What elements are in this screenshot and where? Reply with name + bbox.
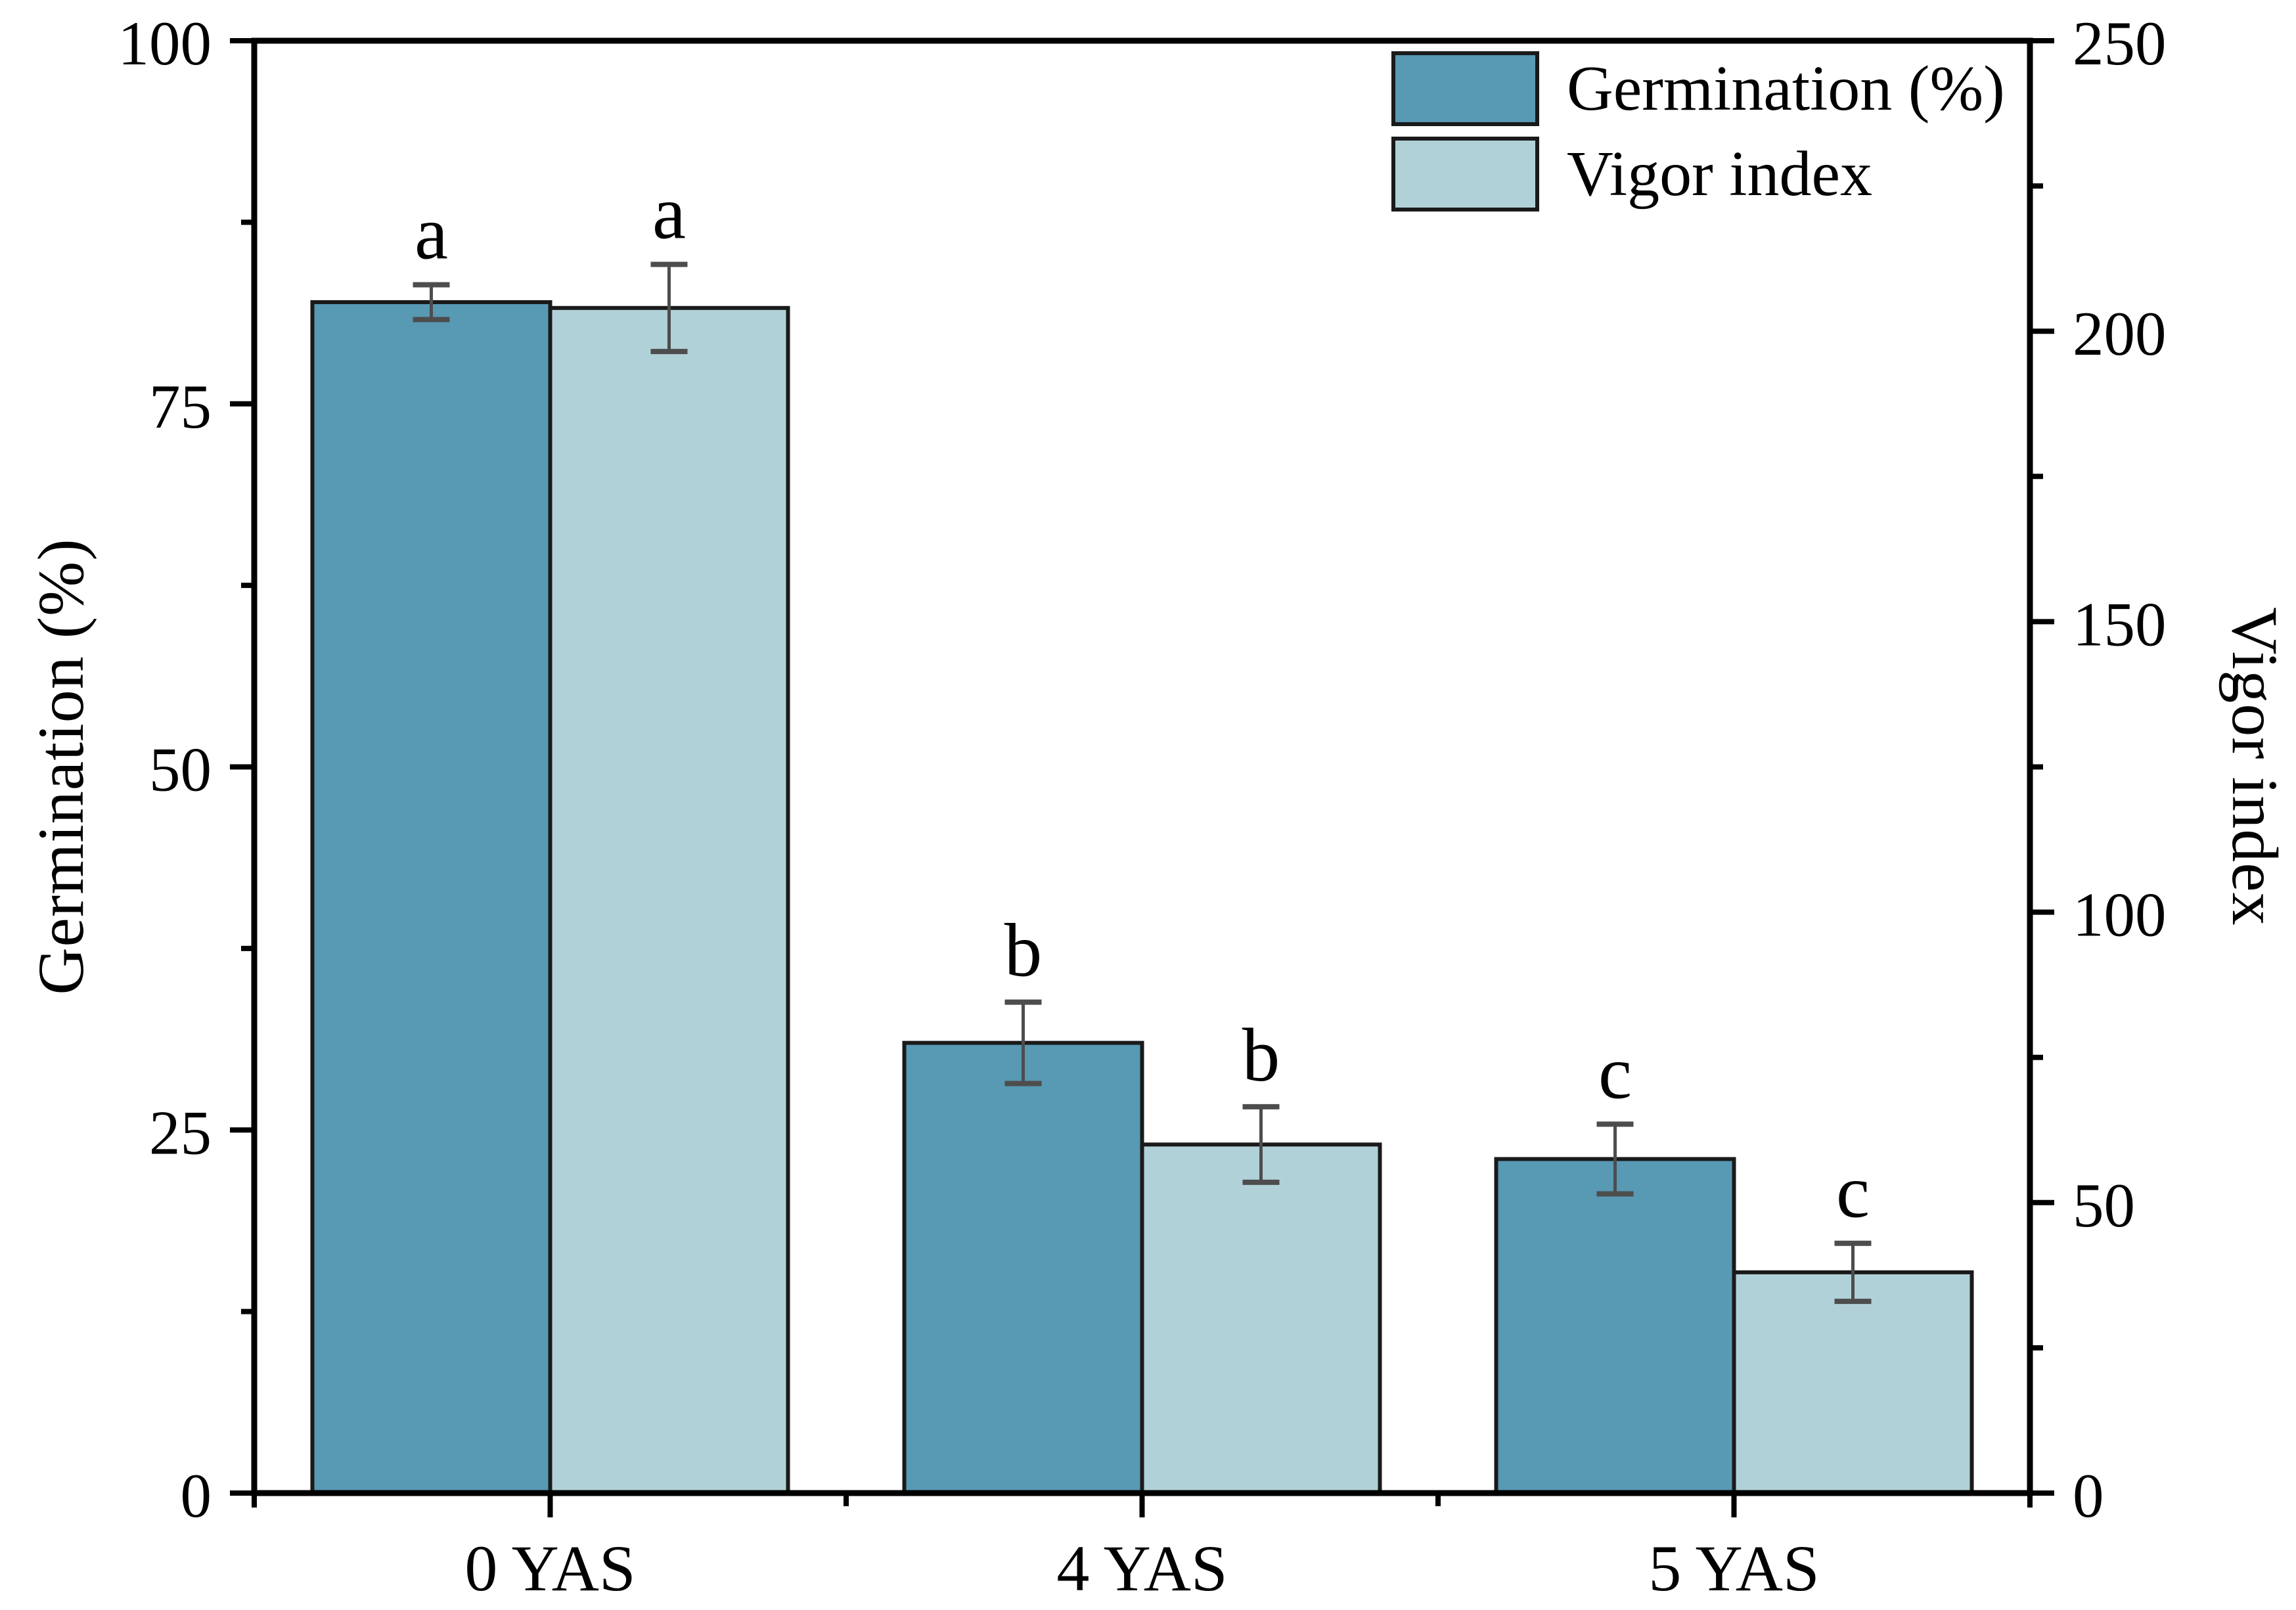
- sig-letter-vigor-index-4-yas: b: [1242, 1014, 1280, 1097]
- left-axis-tick-label: 25: [149, 1098, 212, 1167]
- legend: Germination (%) Vigor index: [1391, 51, 2005, 212]
- legend-label-germination: Germination (%): [1567, 53, 2005, 124]
- legend-swatch-germination: [1391, 51, 1539, 126]
- left-axis-tick-label: 0: [181, 1461, 212, 1531]
- legend-item-germination: Germination (%): [1391, 51, 2005, 126]
- left-axis-tick-label: 75: [149, 372, 212, 441]
- bar-vigor-index-5-yas: [1732, 1270, 1974, 1495]
- right-axis-tick-label: 250: [2073, 9, 2167, 78]
- right-axis-tick-label: 50: [2073, 1171, 2135, 1240]
- right-axis-title: Vigor index: [2218, 607, 2291, 926]
- sig-letter-germination-5-yas: c: [1598, 1031, 1632, 1114]
- bar-germination-0-yas: [310, 300, 552, 1496]
- left-axis-title: Germination (%): [24, 538, 97, 995]
- bar-vigor-index-0-yas: [548, 305, 790, 1496]
- bar-vigor-index-4-yas: [1140, 1142, 1382, 1495]
- x-axis-category-label: 4 YAS: [1056, 1532, 1227, 1605]
- x-axis-category-label: 5 YAS: [1648, 1532, 1819, 1605]
- sig-letter-vigor-index-5-yas: c: [1836, 1150, 1870, 1234]
- legend-item-vigor: Vigor index: [1391, 137, 2005, 212]
- legend-label-vigor: Vigor index: [1567, 139, 1872, 210]
- sig-letter-vigor-index-0-yas: a: [652, 171, 686, 254]
- sig-letter-germination-4-yas: b: [1004, 909, 1043, 993]
- sig-letter-germination-0-yas: a: [415, 191, 448, 275]
- right-axis-tick-label: 200: [2073, 299, 2167, 369]
- right-axis-tick-label: 100: [2073, 880, 2167, 950]
- legend-swatch-vigor: [1391, 137, 1539, 212]
- bar-germination-4-yas: [902, 1040, 1144, 1495]
- x-axis-category-label: 0 YAS: [464, 1532, 635, 1605]
- left-axis-tick-label: 100: [118, 9, 212, 78]
- bar-germination-5-yas: [1494, 1157, 1736, 1495]
- right-axis-tick-label: 0: [2073, 1461, 2104, 1531]
- right-axis-tick-label: 150: [2073, 589, 2167, 659]
- left-axis-tick-label: 50: [149, 735, 212, 805]
